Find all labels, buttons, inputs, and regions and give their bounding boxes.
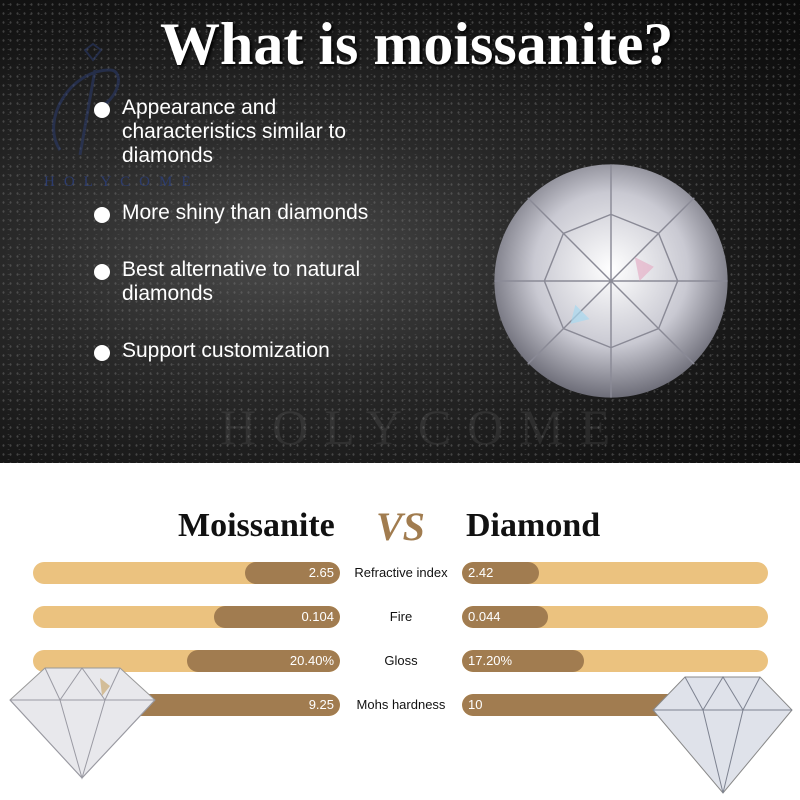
feature-list: Appearance and characteristics similar t… bbox=[94, 96, 394, 396]
moissanite-bar: 0.104 bbox=[33, 606, 340, 628]
diamond-bar: 0.044 bbox=[462, 606, 768, 628]
property-label: Gloss bbox=[384, 653, 418, 668]
brand-logo-text: HOLYCOME bbox=[44, 174, 200, 190]
bullet-icon bbox=[94, 264, 110, 280]
diamond-bar: 2.42 bbox=[462, 562, 768, 584]
feature-item: Best alternative to natural diamonds bbox=[94, 258, 394, 306]
diamond-bar-fill: 17.20% bbox=[462, 650, 585, 672]
moissanite-bar-fill: 2.65 bbox=[244, 562, 340, 584]
feature-text: Support customization bbox=[122, 339, 330, 362]
feature-item: More shiny than diamonds bbox=[94, 201, 394, 225]
bullet-icon bbox=[94, 345, 110, 361]
diamond-gem-image bbox=[652, 676, 793, 794]
bullet-icon bbox=[94, 207, 110, 223]
watermark: HOLYCOME bbox=[220, 399, 627, 455]
moissanite-bar: 2.65 bbox=[33, 562, 340, 584]
moissanite-bar: 20.40% bbox=[33, 650, 340, 672]
feature-item: Appearance and characteristics similar t… bbox=[94, 96, 394, 168]
page-title: What is moissanite? bbox=[160, 11, 674, 77]
diamond-bar: 17.20% bbox=[462, 650, 768, 672]
brand-logo-icon bbox=[52, 42, 120, 156]
round-moissanite-gem-image bbox=[494, 164, 728, 398]
moissanite-heading: Moissanite bbox=[178, 507, 335, 544]
feature-text: More shiny than diamonds bbox=[122, 201, 369, 224]
feature-text: Best alternative to natural diamonds bbox=[122, 258, 361, 305]
feature-text: Appearance and characteristics similar t… bbox=[122, 96, 347, 167]
property-label: Mohs hardness bbox=[356, 697, 446, 712]
feature-item: Support customization bbox=[94, 339, 394, 363]
property-label: Fire bbox=[389, 609, 413, 624]
diamond-heading: Diamond bbox=[466, 507, 601, 544]
diamond-bar-fill: 0.044 bbox=[462, 606, 548, 628]
moissanite-bar-fill: 0.104 bbox=[214, 606, 340, 628]
bullet-icon bbox=[94, 102, 110, 118]
moissanite-gem-image bbox=[9, 667, 156, 780]
hero-banner: HOLYCOME HOLYCOME What is moissanite? Ap… bbox=[0, 0, 800, 463]
diamond-bar-fill: 2.42 bbox=[462, 562, 539, 584]
property-label: Refractive index bbox=[354, 565, 448, 580]
comparison-section: Moissanite VS Diamond 2.65 Refractive in… bbox=[0, 463, 800, 800]
vs-label: VS bbox=[376, 504, 425, 549]
moissanite-bar-fill: 20.40% bbox=[186, 650, 340, 672]
